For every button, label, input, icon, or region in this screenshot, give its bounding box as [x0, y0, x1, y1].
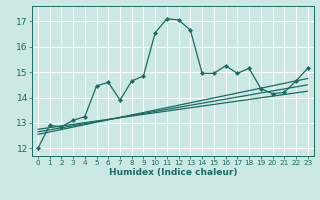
X-axis label: Humidex (Indice chaleur): Humidex (Indice chaleur)	[108, 168, 237, 177]
